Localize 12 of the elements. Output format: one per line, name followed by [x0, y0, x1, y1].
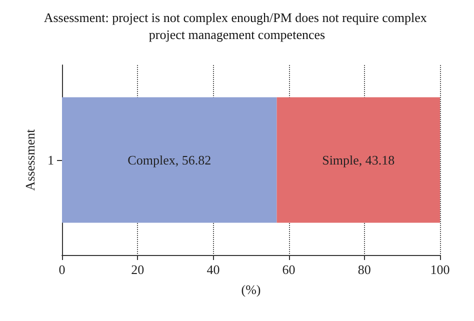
y-axis-title: Assessment — [22, 128, 38, 191]
x-axis-title: (%) — [241, 282, 261, 297]
x-tick-label: 0 — [58, 262, 66, 277]
x-tick-label: 40 — [206, 262, 220, 277]
data-label: Simple, 43.18 — [322, 152, 395, 168]
y-tick-label: 1 — [48, 152, 54, 168]
x-tick-label: 80 — [358, 262, 371, 277]
data-label: Complex, 56.82 — [128, 152, 212, 168]
x-tick-label: 60 — [282, 262, 296, 277]
x-tick-label: 100 — [430, 262, 450, 277]
x-tick-label: 20 — [131, 262, 144, 277]
chart-title: Assessment: project is not complex enough/PM does not require complex project management competences — [44, 10, 430, 42]
